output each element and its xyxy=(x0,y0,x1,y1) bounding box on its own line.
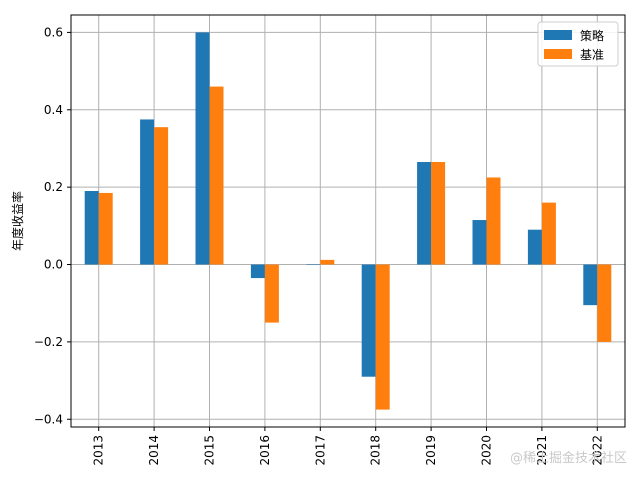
x-tick-label: 2016 xyxy=(258,435,272,466)
x-tick-label: 2019 xyxy=(424,435,438,466)
bar-基准-2019 xyxy=(431,162,446,265)
y-tick-label: −0.4 xyxy=(34,412,63,426)
bar-策略-2017 xyxy=(306,264,321,266)
x-tick-label: 2013 xyxy=(92,435,106,466)
y-tick-label: 0.0 xyxy=(44,258,63,272)
legend-label: 策略 xyxy=(580,28,604,43)
watermark: @稀土掘金技术社区 xyxy=(509,451,627,466)
y-tick-label: −0.2 xyxy=(34,335,63,349)
x-tick-label: 2017 xyxy=(313,435,327,466)
bar-基准-2013 xyxy=(98,192,113,265)
bar-基准-2018 xyxy=(375,264,390,410)
bar-策略-2020 xyxy=(472,220,487,265)
bar-策略-2021 xyxy=(527,229,542,265)
legend-box xyxy=(537,21,619,67)
bar-基准-2017 xyxy=(320,259,335,265)
bar-基准-2020 xyxy=(486,177,501,265)
x-axis-ticks: 2013 2014 2015 2016 2017 2018 2019 2020 2021 2022 xyxy=(92,427,604,466)
bar-基准-2021 xyxy=(541,202,556,265)
bar-策略-2015 xyxy=(195,32,210,265)
bar-基准-2016 xyxy=(264,264,279,323)
bar-基准-2015 xyxy=(209,86,224,265)
y-axis-ticks: −0.4 −0.2 0.0 0.2 0.4 0.6 xyxy=(34,25,71,426)
bar-策略-2018 xyxy=(361,264,376,377)
bar-基准-2022 xyxy=(597,264,612,342)
x-tick-label: 2018 xyxy=(369,435,383,466)
legend-swatch xyxy=(544,49,572,59)
legend-label: 基准 xyxy=(580,48,604,62)
x-tick-label: 2022 xyxy=(590,435,604,466)
bar-策略-2013 xyxy=(84,191,99,265)
x-tick-label: 2015 xyxy=(203,435,217,466)
bars xyxy=(84,32,612,410)
y-axis-label: 年度收益率 xyxy=(10,191,25,251)
y-tick-label: 0.4 xyxy=(44,103,63,117)
bar-策略-2016 xyxy=(250,264,265,279)
bar-策略-2014 xyxy=(140,119,155,265)
bar-策略-2022 xyxy=(583,264,598,306)
x-tick-label: 2020 xyxy=(480,435,494,466)
legend-swatch xyxy=(544,30,572,40)
x-tick-label: 2014 xyxy=(147,435,161,466)
plot-frame xyxy=(70,14,626,428)
bar-策略-2019 xyxy=(417,162,432,265)
y-tick-label: 0.2 xyxy=(44,180,63,194)
bar-基准-2014 xyxy=(154,127,169,265)
x-tick-label: 2021 xyxy=(535,435,549,466)
y-tick-label: 0.6 xyxy=(44,25,63,39)
